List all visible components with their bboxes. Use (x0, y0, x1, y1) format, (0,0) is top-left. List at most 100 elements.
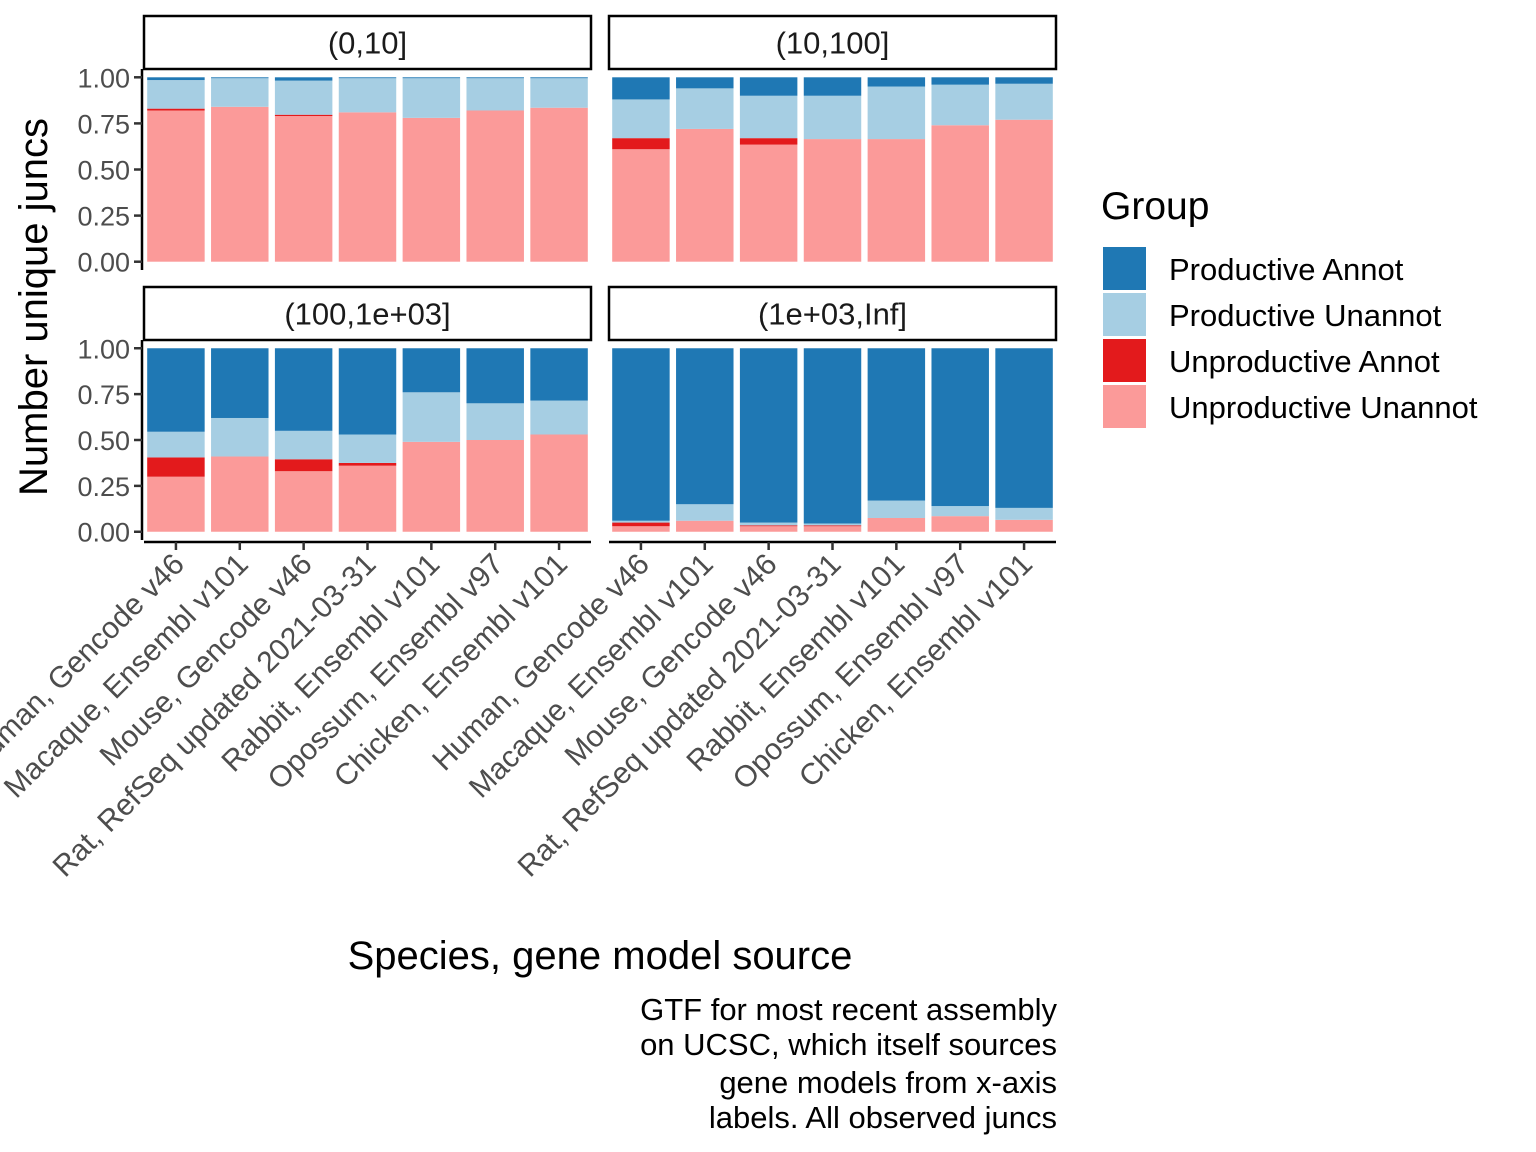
legend-label-productive-annot: Productive Annot (1169, 252, 1404, 287)
facet-100-1e-03-bar-rat-refseq-updated-2021-03-31-productive-unannot (338, 434, 397, 463)
facet-panels: (0,10] (10,100] (100,1e+03] (1e+03,Inf] (142, 14, 1058, 532)
facet-0-10-y-tick-label-0-25: 0.25 (77, 202, 130, 232)
facet-100-1e-03-strip (142, 285, 593, 342)
facet-0-10: (0,10] (142, 14, 593, 262)
facet-10-100-bar-chicken-ensembl-v101-unproductive-unannot (995, 119, 1053, 262)
facet-0-10-bar-macaque-ensembl-v101-productive-unannot (211, 78, 269, 107)
facet-0-10-bar-human-gencode-v46-productive-unannot (147, 80, 205, 109)
facet-1e-03-inf-bar-mouse-gencode-v46-productive-unannot (739, 522, 798, 526)
facet-1e-03-inf-bar-rat-refseq-updated-2021-03-31-productive-unannot (803, 523, 862, 526)
facet-1e-03-inf-bar-chicken-ensembl-v101-productive-unannot (995, 507, 1053, 520)
legend-label-unproductive-unannot: Unproductive Unannot (1169, 390, 1478, 425)
facet-1e-03-inf-bar-rat-refseq-updated-2021-03-31-unproductive-unannot (803, 526, 862, 532)
facet-10-100-bar-rat-refseq-updated-2021-03-31-productive-unannot (803, 95, 862, 140)
facet-100-1e-03-bar-rabbit-ensembl-v101-productive-unannot (402, 392, 461, 442)
facet-10-100-bar-mouse-gencode-v46-productive-unannot (739, 95, 798, 139)
y-axes: 0.00 0.25 0.50 0.75 1.00 0.00 0.25 0.50 0.75 1.00 (77, 63, 144, 548)
facet-1e-03-inf-bar-macaque-ensembl-v101-unproductive-unannot (676, 520, 734, 532)
facet-100-1e-03-bar-opossum-ensembl-v97-productive-annot (466, 348, 524, 404)
facet-100-1e-03-bar-macaque-ensembl-v101-productive-unannot (211, 417, 269, 457)
facet-1e-03-inf-bar-rat-refseq-updated-2021-03-31-unproductive-annot (803, 525, 862, 527)
facet-100-1e-03-bar-rat-refseq-updated-2021-03-31-unproductive-annot (338, 462, 397, 466)
facet-1e-03-inf-bar-human-gencode-v46-unproductive-unannot (612, 526, 670, 532)
facet-0-10-bar-human-gencode-v46-productive-annot (147, 77, 205, 81)
legend-key-unproductive-annot (1103, 339, 1146, 382)
facet-1e-03-inf-bar-chicken-ensembl-v101-unproductive-unannot (995, 519, 1053, 532)
facet-1e-03-inf-bar-chicken-ensembl-v101-productive-annot (995, 348, 1053, 508)
facet-1e-03-inf-bar-mouse-gencode-v46-productive-annot (739, 348, 798, 523)
facet-100-1e-03-y-tick-label-0-75: 0.75 (77, 380, 130, 410)
facet-10-100-bar-opossum-ensembl-v97-productive-unannot (931, 84, 989, 126)
facet-10-100-bar-human-gencode-v46-unproductive-annot (612, 138, 670, 150)
facet-100-1e-03-y-tick-label-0-25: 0.25 (77, 472, 130, 502)
facet-1e-03-inf-bar-human-gencode-v46-unproductive-annot (612, 522, 670, 527)
facet-100-1e-03-bar-mouse-gencode-v46-productive-annot (274, 348, 333, 431)
legend: Group Productive Annot Productive Unannot… (1101, 185, 1478, 428)
legend-key-unproductive-unannot (1103, 385, 1146, 428)
facet-100-1e-03-bar-rat-refseq-updated-2021-03-31-productive-annot (338, 348, 397, 435)
facet-0-10-bar-rabbit-ensembl-v101-unproductive-unannot (402, 117, 461, 262)
facet-0-10-bar-opossum-ensembl-v97-productive-unannot (466, 78, 524, 111)
facet-0-10-bar-macaque-ensembl-v101-unproductive-unannot (211, 106, 269, 262)
facet-10-100-bar-mouse-gencode-v46-productive-annot (739, 77, 798, 96)
facet-0-10-y-tick-label-0-50: 0.50 (77, 156, 130, 186)
facet-100-1e-03-bar-chicken-ensembl-v101-unproductive-unannot (530, 434, 588, 532)
facet-1e-03-inf-bar-opossum-ensembl-v97-productive-annot (931, 348, 989, 507)
facet-0-10-bar-opossum-ensembl-v97-productive-annot (466, 77, 524, 79)
facet-100-1e-03-bar-chicken-ensembl-v101-productive-annot (530, 348, 588, 401)
facet-100-1e-03-bar-rabbit-ensembl-v101-unproductive-unannot (402, 441, 461, 532)
caption-line-1: GTF for most recent assembly (640, 992, 1057, 1027)
facet-100-1e-03-bar-rabbit-ensembl-v101-productive-annot (402, 348, 461, 393)
legend-key-productive-unannot (1103, 293, 1146, 336)
facet-1e-03-inf-bar-rat-refseq-updated-2021-03-31-productive-annot (803, 348, 862, 524)
facet-1e-03-inf-bar-mouse-gencode-v46-unproductive-unannot (739, 526, 798, 532)
facet-100-1e-03-y-tick-label-0-00: 0.00 (77, 518, 130, 548)
facet-1e-03-inf-bar-rabbit-ensembl-v101-productive-annot (867, 348, 926, 501)
facet-0-10-bar-mouse-gencode-v46-unproductive-unannot (274, 116, 333, 262)
facet-100-1e-03-bar-opossum-ensembl-v97-productive-unannot (466, 403, 524, 440)
facet-100-1e-03-bar-mouse-gencode-v46-unproductive-annot (274, 459, 333, 472)
facet-1e-03-inf: (1e+03,Inf] (607, 285, 1058, 532)
facet-1e-03-inf-bar-macaque-ensembl-v101-productive-annot (676, 348, 734, 505)
facet-10-100: (10,100] (607, 14, 1058, 262)
facet-0-10-bar-mouse-gencode-v46-unproductive-annot (274, 114, 333, 117)
facet-0-10-bar-human-gencode-v46-unproductive-annot (147, 108, 205, 111)
facet-0-10-bar-human-gencode-v46-unproductive-unannot (147, 110, 205, 262)
facet-1e-03-inf-bar-rabbit-ensembl-v101-unproductive-unannot (867, 517, 926, 532)
facet-0-10-bar-chicken-ensembl-v101-unproductive-unannot (530, 107, 588, 262)
facet-0-10-y-tick-label-0-00: 0.00 (77, 248, 130, 278)
facet-0-10-bar-rat-refseq-updated-2021-03-31-productive-annot (338, 77, 397, 79)
facet-0-10-bar-opossum-ensembl-v97-unproductive-unannot (466, 110, 524, 262)
facet-10-100-bar-human-gencode-v46-productive-unannot (612, 99, 670, 139)
legend-label-productive-unannot: Productive Unannot (1169, 298, 1442, 333)
facet-0-10-y-tick-label-0-75: 0.75 (77, 109, 130, 139)
facet-0-10-strip (142, 14, 593, 71)
legend-label-unproductive-annot: Unproductive Annot (1169, 344, 1440, 379)
facet-10-100-bar-mouse-gencode-v46-unproductive-unannot (739, 144, 798, 262)
facet-0-10-strip-label: (0,10] (328, 26, 407, 61)
facet-10-100-bar-rat-refseq-updated-2021-03-31-productive-annot (803, 77, 862, 96)
facet-0-10-bar-macaque-ensembl-v101-productive-annot (211, 77, 269, 79)
facet-0-10-bar-chicken-ensembl-v101-productive-annot (530, 77, 588, 79)
x-axis-title: Species, gene model source (348, 934, 853, 978)
facet-10-100-bar-chicken-ensembl-v101-productive-unannot (995, 83, 1053, 120)
facet-1e-03-inf-bar-rabbit-ensembl-v101-productive-unannot (867, 500, 926, 518)
facet-100-1e-03-bar-human-gencode-v46-unproductive-unannot (147, 476, 205, 532)
facet-0-10-bar-mouse-gencode-v46-productive-annot (274, 77, 333, 81)
facet-10-100-bar-human-gencode-v46-unproductive-unannot (612, 149, 670, 262)
facet-100-1e-03-bar-chicken-ensembl-v101-productive-unannot (530, 400, 588, 435)
facet-0-10-bar-rat-refseq-updated-2021-03-31-unproductive-unannot (338, 112, 397, 262)
facet-10-100-strip-label: (10,100] (776, 26, 890, 61)
facet-0-10-bar-rat-refseq-updated-2021-03-31-productive-unannot (338, 78, 397, 113)
facet-10-100-bar-opossum-ensembl-v97-productive-annot (931, 77, 989, 85)
facet-100-1e-03-bar-mouse-gencode-v46-unproductive-unannot (274, 471, 333, 532)
facet-1e-03-inf-bar-opossum-ensembl-v97-unproductive-unannot (931, 516, 989, 532)
facet-0-10-bar-mouse-gencode-v46-productive-unannot (274, 80, 333, 115)
facet-100-1e-03-bar-rat-refseq-updated-2021-03-31-unproductive-unannot (338, 465, 397, 532)
facet-10-100-bar-chicken-ensembl-v101-productive-annot (995, 77, 1053, 84)
facet-10-100-bar-macaque-ensembl-v101-unproductive-unannot (676, 128, 734, 262)
facet-10-100-bar-rat-refseq-updated-2021-03-31-unproductive-unannot (803, 139, 862, 262)
facet-10-100-bar-rabbit-ensembl-v101-productive-annot (867, 77, 926, 87)
